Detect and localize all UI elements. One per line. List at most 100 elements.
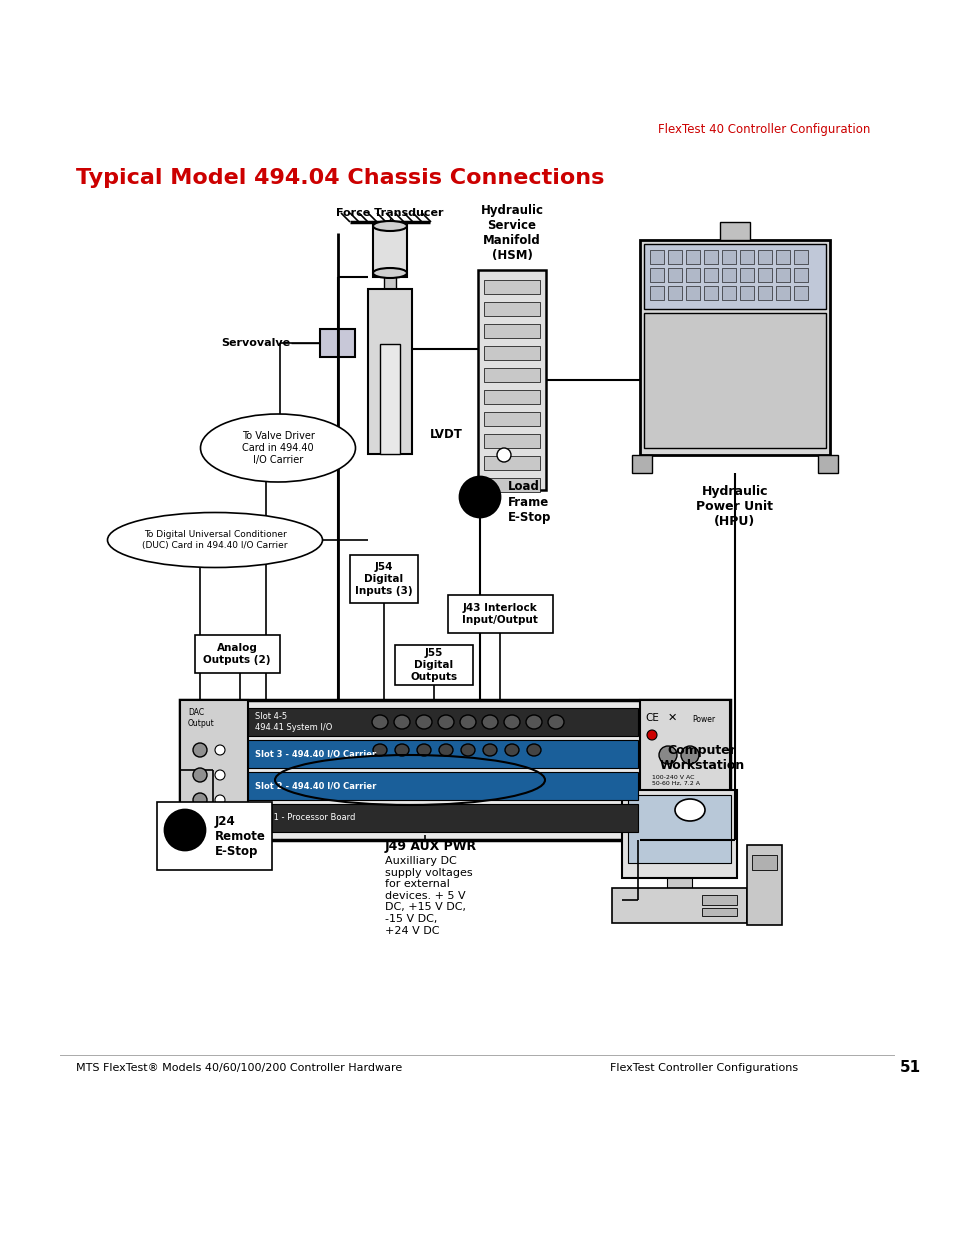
Bar: [751, 855, 776, 869]
Text: J24
Remote
E-Stop: J24 Remote E-Stop: [214, 815, 266, 857]
Ellipse shape: [503, 715, 519, 729]
Bar: [395, 645, 473, 685]
Bar: [649, 287, 663, 300]
Text: DAC
Output: DAC Output: [188, 709, 214, 727]
Text: 100-240 V AC
50-60 Hz, 7.2 A: 100-240 V AC 50-60 Hz, 7.2 A: [651, 774, 700, 785]
Circle shape: [646, 730, 657, 740]
Text: Hydraulic
Power Unit
(HPU): Hydraulic Power Unit (HPU): [696, 485, 773, 529]
Bar: [248, 708, 638, 736]
Bar: [483, 433, 539, 448]
Text: Computer
Workstation: Computer Workstation: [659, 743, 744, 772]
Ellipse shape: [372, 715, 388, 729]
Bar: [649, 268, 663, 282]
Circle shape: [659, 746, 677, 764]
Text: Servovalve: Servovalve: [221, 338, 290, 348]
Ellipse shape: [460, 743, 475, 756]
Bar: [643, 245, 825, 309]
Text: J55
Digital
Outputs: J55 Digital Outputs: [410, 648, 457, 682]
Ellipse shape: [416, 743, 431, 756]
Bar: [746, 845, 781, 925]
Bar: [621, 790, 737, 878]
Bar: [740, 287, 753, 300]
Ellipse shape: [526, 743, 540, 756]
Ellipse shape: [504, 743, 518, 756]
Circle shape: [214, 795, 225, 805]
Text: Force Transducer: Force Transducer: [335, 207, 443, 219]
Bar: [631, 454, 651, 473]
Ellipse shape: [481, 715, 497, 729]
Bar: [685, 249, 700, 264]
Bar: [612, 888, 746, 923]
Bar: [483, 478, 539, 492]
Bar: [477, 270, 545, 490]
Text: To Valve Driver
Card in 494.40
I/O Carrier: To Valve Driver Card in 494.40 I/O Carri…: [241, 431, 314, 464]
Bar: [667, 287, 681, 300]
Bar: [180, 700, 729, 840]
Ellipse shape: [395, 743, 409, 756]
Bar: [483, 456, 539, 471]
Bar: [740, 268, 753, 282]
Bar: [384, 275, 395, 289]
Bar: [701, 908, 737, 916]
Ellipse shape: [438, 743, 453, 756]
Bar: [666, 878, 691, 888]
Bar: [627, 795, 730, 863]
Text: Analog
Outputs (2): Analog Outputs (2): [203, 643, 271, 664]
Bar: [775, 268, 789, 282]
Bar: [703, 287, 718, 300]
Bar: [483, 412, 539, 426]
Bar: [643, 312, 825, 448]
Text: J49 AUX PWR: J49 AUX PWR: [385, 840, 476, 853]
Bar: [483, 346, 539, 359]
Ellipse shape: [373, 221, 407, 231]
Text: Auxilliary DC
supply voltages
for external
devices. + 5 V
DC, +15 V DC,
-15 V DC: Auxilliary DC supply voltages for extern…: [385, 856, 472, 936]
Bar: [775, 249, 789, 264]
Bar: [685, 268, 700, 282]
Ellipse shape: [675, 799, 704, 821]
Ellipse shape: [373, 268, 407, 278]
Bar: [157, 802, 272, 869]
Ellipse shape: [437, 715, 454, 729]
Text: To Digital Universal Conditioner
(DUC) Card in 494.40 I/O Carrier: To Digital Universal Conditioner (DUC) C…: [142, 530, 288, 550]
Bar: [194, 635, 280, 673]
Bar: [817, 454, 837, 473]
Circle shape: [193, 793, 207, 806]
Text: Hydraulic
Service
Manifold
(HSM): Hydraulic Service Manifold (HSM): [480, 204, 543, 262]
Circle shape: [497, 448, 511, 462]
Ellipse shape: [373, 743, 387, 756]
Text: MTS FlexTest® Models 40/60/100/200 Controller Hardware: MTS FlexTest® Models 40/60/100/200 Contr…: [76, 1063, 402, 1073]
Bar: [483, 280, 539, 294]
Bar: [793, 268, 807, 282]
Bar: [483, 324, 539, 338]
Bar: [793, 249, 807, 264]
Bar: [740, 249, 753, 264]
Text: FlexTest Controller Configurations: FlexTest Controller Configurations: [609, 1063, 798, 1073]
Bar: [758, 268, 771, 282]
Text: ✕: ✕: [666, 713, 676, 722]
Bar: [373, 222, 407, 277]
Circle shape: [214, 745, 225, 755]
Bar: [721, 249, 735, 264]
Bar: [483, 368, 539, 382]
Text: J54
Digital
Inputs (3): J54 Digital Inputs (3): [355, 562, 413, 595]
Ellipse shape: [200, 414, 355, 482]
Circle shape: [165, 810, 205, 850]
Text: 51: 51: [899, 1061, 921, 1076]
Circle shape: [193, 743, 207, 757]
Bar: [703, 249, 718, 264]
Bar: [758, 287, 771, 300]
Ellipse shape: [108, 513, 322, 568]
Bar: [720, 222, 749, 240]
Circle shape: [193, 768, 207, 782]
Bar: [667, 268, 681, 282]
Bar: [667, 249, 681, 264]
Circle shape: [214, 769, 225, 781]
Text: Slot 3 - 494.40 I/O Carrier: Slot 3 - 494.40 I/O Carrier: [254, 750, 375, 758]
Bar: [483, 390, 539, 404]
Ellipse shape: [547, 715, 563, 729]
Bar: [368, 289, 412, 454]
Text: Slot 1 - Processor Board: Slot 1 - Processor Board: [254, 814, 355, 823]
Text: LVDT: LVDT: [430, 427, 462, 441]
Bar: [649, 249, 663, 264]
Circle shape: [680, 746, 699, 764]
